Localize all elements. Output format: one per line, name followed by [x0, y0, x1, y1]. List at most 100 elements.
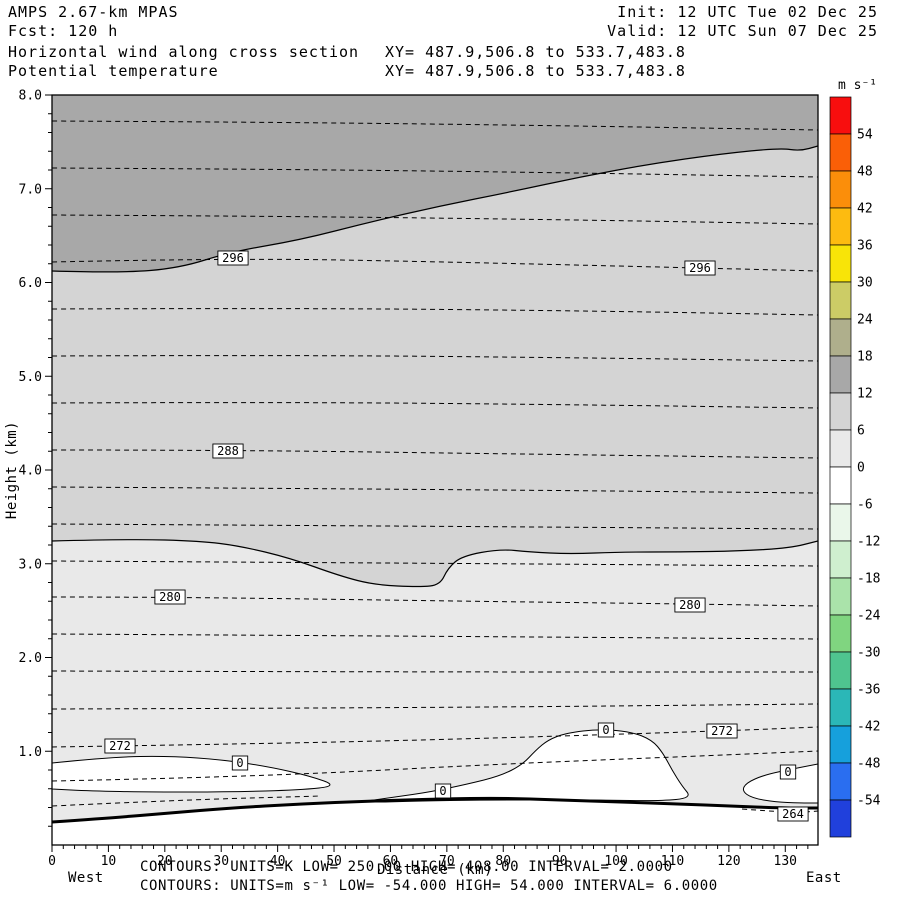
contour-info-wind: CONTOURS: UNITS=m s⁻¹ LOW= -54.000 HIGH=…	[140, 878, 718, 894]
colorbar-label: -6	[857, 498, 873, 513]
contour-label: 296	[222, 251, 244, 265]
header: AMPS 2.67-km MPAS Fcst: 120 h Horizontal…	[8, 3, 878, 80]
forecast-hour: Fcst: 120 h	[8, 22, 118, 40]
x-tick-label: 40	[270, 854, 286, 869]
contour-label-box	[777, 806, 809, 822]
colorbar-segment	[829, 799, 852, 838]
colorbar-label: -18	[857, 572, 880, 587]
colorbar-segment	[829, 244, 852, 283]
contour-label-box	[231, 755, 249, 771]
theta-contour-284	[52, 523, 818, 530]
colorbar-label: 48	[857, 165, 873, 180]
theta-contour-290	[52, 402, 818, 409]
xy-range-2: XY= 487.9,506.8 to 533.7,483.8	[385, 62, 686, 80]
x-tick-label: 0	[48, 854, 56, 869]
contour-label: 272	[109, 739, 131, 753]
y-tick-label: 3.0	[19, 557, 42, 572]
contour-label-box	[217, 250, 249, 266]
y-tick-label: 5.0	[19, 370, 42, 385]
colorbar-label: 36	[857, 239, 873, 254]
colorbar-label: 54	[857, 128, 873, 143]
colorbar-segment	[829, 133, 852, 172]
colorbar-segment	[829, 614, 852, 653]
theta-contour-298	[52, 214, 818, 225]
colorbar-segment	[829, 577, 852, 616]
colorbar-segment	[829, 281, 852, 320]
colorbar-label: 24	[857, 313, 873, 328]
colorbar-segment	[829, 318, 852, 357]
colorbar-segment	[829, 429, 852, 468]
wind-zero-contour	[52, 755, 331, 793]
contour-info-theta: CONTOURS: UNITS=K LOW= 250.00 HIGH= 408.…	[140, 859, 673, 875]
contour-label-box	[706, 723, 738, 739]
y-tick-label: 1.0	[19, 745, 42, 760]
terrain-line	[52, 796, 818, 824]
colorbar-label: -42	[857, 720, 880, 735]
theta-contour-268	[52, 795, 321, 807]
theta-contour-272	[52, 726, 818, 748]
theta-contour-270	[52, 750, 818, 782]
contour-label: 288	[217, 444, 239, 458]
west-label: West	[68, 870, 104, 886]
contour-label: 296	[689, 261, 711, 275]
theta-contour-276	[52, 670, 818, 673]
colorbar-title: m s⁻¹	[838, 78, 877, 93]
wind-zero-contour	[742, 763, 818, 804]
theta-contour-294	[52, 308, 818, 316]
y-tick-label: 7.0	[19, 182, 42, 197]
contour-label: 264	[782, 807, 804, 821]
colorbar-segment	[829, 762, 852, 801]
x-tick-label: 120	[717, 854, 740, 869]
colorbar-label: -24	[857, 609, 881, 624]
colorbar-segment	[829, 540, 852, 579]
y-tick-label: 2.0	[19, 651, 42, 666]
colorbar-segment	[829, 355, 852, 394]
x-tick-label: 10	[101, 854, 117, 869]
y-tick-label: 4.0	[19, 464, 42, 479]
x-tick-label: 20	[157, 854, 173, 869]
axes: Distance (km) Height (km) West East 0 10 2…	[4, 89, 842, 887]
theta-contour-300	[52, 167, 818, 178]
theta-contour-286	[52, 486, 818, 494]
colorbar-label: -48	[857, 757, 880, 772]
colorbar-label: -54	[857, 794, 881, 809]
valid-time: Valid: 12 UTC Sun 07 Dec 25	[607, 22, 878, 40]
theta-contour-274	[52, 703, 818, 710]
east-label: East	[806, 870, 842, 886]
x-tick-label: 130	[774, 854, 797, 869]
x-tick-label: 90	[552, 854, 568, 869]
theta-contour-292	[52, 355, 818, 362]
x-tick-label: 110	[661, 854, 684, 869]
colorbar-label: -30	[857, 646, 880, 661]
colorbar-segment	[829, 503, 852, 542]
captions: CONTOURS: UNITS=K LOW= 250.00 HIGH= 408.…	[140, 859, 718, 894]
colorbar-label: 0	[857, 461, 865, 476]
plot-area	[52, 95, 818, 845]
colorbar-segment	[829, 688, 852, 727]
contour-label: 272	[711, 724, 733, 738]
colorbar-label: 6	[857, 424, 865, 439]
x-tick-label: 30	[213, 854, 229, 869]
x-tick-label: 100	[604, 854, 627, 869]
contour-label: 0	[602, 723, 609, 737]
theta-contour-302	[52, 120, 818, 131]
x-tick-label: 80	[495, 854, 511, 869]
x-tick-label: 70	[439, 854, 455, 869]
contour-label-box	[674, 597, 706, 613]
colorbar-label: 12	[857, 387, 873, 402]
contour-label-box	[434, 783, 452, 799]
contour-label-box	[684, 260, 716, 276]
colorbar-segment	[829, 466, 852, 505]
colorbar-segment	[829, 170, 852, 209]
colorbar-label: -12	[857, 535, 880, 550]
wind-12-contour	[52, 145, 818, 273]
colorbar-segment	[829, 725, 852, 764]
field-title-2: Potential temperature	[8, 62, 219, 80]
contour-label: 0	[439, 784, 446, 798]
colorbar: m s⁻¹ 54 48 42 36 30 24 18 12 6 0 -6 -12 -18 -24 -30 -3…	[829, 78, 881, 838]
colorbar-segment	[829, 207, 852, 246]
contour-label: 280	[679, 598, 701, 612]
contour-label-box	[597, 722, 615, 738]
